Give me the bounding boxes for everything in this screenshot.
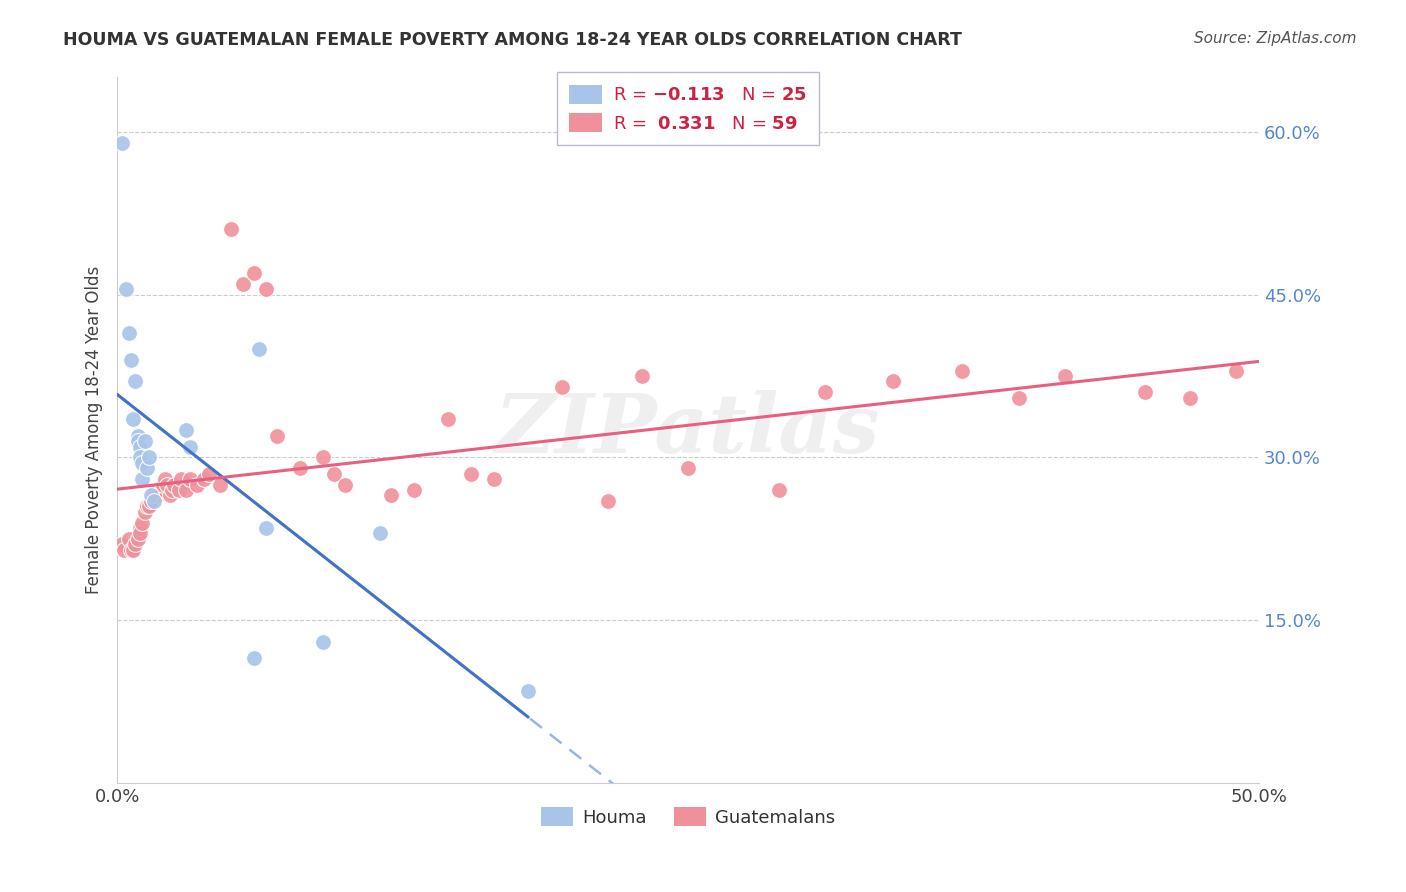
- Point: [156, 477, 179, 491]
- Point: [288, 461, 311, 475]
- Point: [134, 505, 156, 519]
- Point: [131, 472, 153, 486]
- Point: [368, 526, 391, 541]
- Point: [882, 375, 904, 389]
- Point: [153, 472, 176, 486]
- Point: [247, 342, 270, 356]
- Point: [460, 467, 482, 481]
- Point: [120, 352, 142, 367]
- Point: [131, 516, 153, 530]
- Point: [120, 542, 142, 557]
- Point: [950, 363, 973, 377]
- Point: [266, 428, 288, 442]
- Point: [768, 483, 790, 497]
- Point: [134, 434, 156, 449]
- Point: [127, 532, 149, 546]
- Point: [117, 326, 139, 340]
- Point: [135, 461, 157, 475]
- Point: [131, 456, 153, 470]
- Point: [631, 368, 654, 383]
- Point: [254, 521, 277, 535]
- Text: HOUMA VS GUATEMALAN FEMALE POVERTY AMONG 18-24 YEAR OLDS CORRELATION CHART: HOUMA VS GUATEMALAN FEMALE POVERTY AMONG…: [63, 31, 962, 49]
- Point: [193, 472, 215, 486]
- Point: [111, 537, 134, 551]
- Point: [208, 477, 231, 491]
- Point: [122, 542, 145, 557]
- Point: [335, 477, 357, 491]
- Point: [311, 450, 333, 465]
- Point: [159, 488, 181, 502]
- Point: [111, 136, 134, 150]
- Point: [129, 521, 152, 535]
- Point: [142, 493, 165, 508]
- Point: [243, 266, 266, 280]
- Point: [437, 412, 460, 426]
- Y-axis label: Female Poverty Among 18-24 Year Olds: Female Poverty Among 18-24 Year Olds: [86, 266, 103, 594]
- Point: [127, 434, 149, 449]
- Point: [148, 488, 170, 502]
- Point: [1225, 363, 1247, 377]
- Point: [117, 532, 139, 546]
- Point: [517, 683, 540, 698]
- Point: [1180, 391, 1202, 405]
- Point: [141, 488, 163, 502]
- Point: [243, 651, 266, 665]
- Point: [676, 461, 699, 475]
- Point: [122, 412, 145, 426]
- Point: [160, 483, 183, 497]
- Point: [135, 500, 157, 514]
- Point: [142, 488, 165, 502]
- Point: [167, 483, 190, 497]
- Point: [221, 222, 243, 236]
- Point: [1053, 368, 1076, 383]
- Legend: Houma, Guatemalans: Houma, Guatemalans: [533, 800, 842, 834]
- Point: [127, 428, 149, 442]
- Point: [311, 635, 333, 649]
- Point: [129, 450, 152, 465]
- Point: [402, 483, 425, 497]
- Point: [124, 537, 146, 551]
- Text: ZIPatlas: ZIPatlas: [495, 390, 880, 470]
- Point: [170, 472, 193, 486]
- Point: [163, 477, 186, 491]
- Point: [124, 375, 146, 389]
- Point: [551, 380, 574, 394]
- Point: [254, 282, 277, 296]
- Point: [1133, 385, 1156, 400]
- Point: [152, 477, 174, 491]
- Point: [323, 467, 346, 481]
- Point: [814, 385, 837, 400]
- Point: [138, 450, 160, 465]
- Point: [115, 282, 138, 296]
- Point: [380, 488, 402, 502]
- Point: [1008, 391, 1031, 405]
- Point: [179, 440, 201, 454]
- Text: Source: ZipAtlas.com: Source: ZipAtlas.com: [1194, 31, 1357, 46]
- Point: [174, 423, 197, 437]
- Point: [232, 277, 254, 291]
- Point: [482, 472, 505, 486]
- Point: [112, 542, 135, 557]
- Point: [197, 467, 219, 481]
- Point: [596, 493, 619, 508]
- Point: [141, 493, 163, 508]
- Point: [145, 483, 167, 497]
- Point: [149, 483, 172, 497]
- Point: [129, 526, 152, 541]
- Point: [186, 477, 208, 491]
- Point: [179, 472, 201, 486]
- Point: [174, 483, 197, 497]
- Point: [138, 500, 160, 514]
- Point: [129, 440, 152, 454]
